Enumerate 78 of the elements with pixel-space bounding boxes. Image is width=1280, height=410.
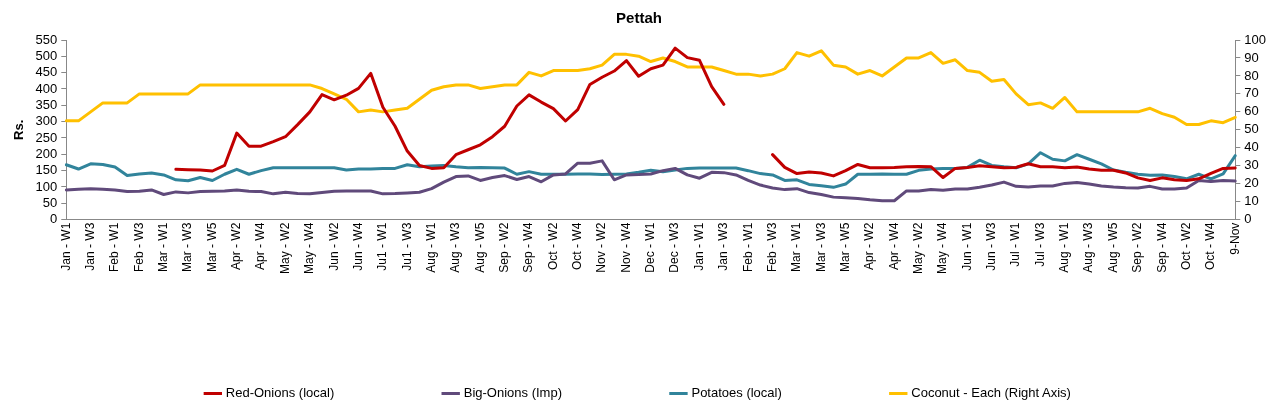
x-tick-label: Jun - W1 — [959, 222, 974, 271]
y2-tick-label: 60 — [1244, 103, 1259, 119]
y-tick-label: 350 — [35, 96, 58, 112]
x-tick-label: Mar - W3 — [813, 222, 828, 273]
x-tick-label: Oct - W4 — [1203, 222, 1218, 271]
x-tick-label: Jun - W4 — [350, 222, 365, 271]
x-tick-label: Jan - W1 — [691, 222, 706, 271]
x-tick-label: Ju1 - W3 — [399, 222, 414, 271]
y-tick-label: 450 — [35, 64, 58, 80]
x-tick-label: Aug - W1 — [1057, 222, 1072, 273]
x-tick-label: Apr - W2 — [862, 222, 877, 271]
x-tick-label: 9-Nov — [1227, 222, 1242, 255]
x-tick-label: Nov - W4 — [618, 222, 633, 273]
y-tick-label: 150 — [35, 162, 58, 178]
x-tick-label: Aug - W5 — [472, 222, 487, 273]
x-tick-label: Feb - W1 — [107, 222, 122, 273]
x-tick-label: May - W2 — [277, 222, 292, 275]
x-tick-label: Mar - W5 — [837, 222, 852, 273]
x-tick-label: Mar - W5 — [204, 222, 219, 273]
x-tick-label: Oct - W2 — [1178, 222, 1193, 271]
x-tick-label: May - W4 — [935, 222, 950, 275]
x-tick-label: Mar - W1 — [156, 222, 171, 273]
x-tick-label: May - W4 — [302, 222, 317, 275]
y2-tick-label: 50 — [1244, 121, 1259, 137]
x-tick-label: Jan - W1 — [58, 222, 73, 271]
x-tick-label: Jan - W3 — [716, 222, 731, 271]
y2-tick-label: 30 — [1244, 157, 1259, 173]
y-tick-label: 0 — [50, 211, 58, 227]
y2-tick-label: 80 — [1244, 67, 1259, 83]
y-tick-label: 100 — [35, 178, 58, 194]
y-axis-title: Rs. — [11, 119, 27, 140]
x-tick-label: Sep - W4 — [521, 222, 536, 273]
y-tick-label: 300 — [35, 113, 58, 129]
x-tick-label: Jul - W3 — [1032, 222, 1047, 267]
x-tick-label: Sep - W4 — [1154, 222, 1169, 273]
y-tick-label: 200 — [35, 145, 58, 161]
x-tick-label: Apr - W2 — [229, 222, 244, 271]
y-tick-label: 550 — [35, 31, 58, 47]
x-tick-label: Dec - W1 — [643, 222, 658, 273]
x-tick-label: Jul - W1 — [1008, 222, 1023, 267]
y-tick-label: 400 — [35, 80, 58, 96]
legend-label: Coconut - Each (Right Axis) — [911, 385, 1071, 401]
x-tick-label: Mar - W3 — [180, 222, 195, 273]
y2-tick-label: 10 — [1244, 193, 1259, 209]
x-tick-label: Sep - W2 — [496, 222, 511, 273]
x-tick-label: Mar - W1 — [789, 222, 804, 273]
y-tick-label: 500 — [35, 47, 58, 63]
x-tick-label: Aug - W3 — [1081, 222, 1096, 273]
x-tick-label: Dec - W3 — [667, 222, 682, 273]
chart-title: Pettah — [616, 9, 662, 27]
x-tick-label: Feb - W1 — [740, 222, 755, 273]
x-tick-label: Aug - W1 — [423, 222, 438, 273]
x-tick-label: Jan - W3 — [82, 222, 97, 271]
x-tick-label: Feb - W3 — [764, 222, 779, 273]
x-tick-label: Jun - W2 — [326, 222, 341, 271]
x-tick-label: Aug - W5 — [1105, 222, 1120, 273]
x-tick-label: May - W2 — [911, 222, 926, 275]
x-tick-label: Apr - W4 — [886, 222, 901, 271]
x-tick-label: Apr - W4 — [253, 222, 268, 271]
y2-tick-label: 100 — [1244, 31, 1267, 47]
y2-tick-label: 70 — [1244, 85, 1259, 101]
y-tick-label: 250 — [35, 129, 58, 145]
y2-tick-label: 0 — [1244, 211, 1252, 227]
x-tick-label: Aug - W3 — [448, 222, 463, 273]
x-tick-label: Oct - W2 — [545, 222, 560, 271]
x-tick-label: Ju1 - W1 — [375, 222, 390, 271]
y2-tick-label: 90 — [1244, 49, 1259, 65]
x-tick-label: Oct - W4 — [570, 222, 585, 271]
x-tick-label: Feb - W3 — [131, 222, 146, 273]
y-tick-label: 50 — [42, 194, 58, 210]
x-tick-label: Sep - W2 — [1130, 222, 1145, 273]
y2-tick-label: 20 — [1244, 175, 1259, 191]
legend-label: Big-Onions (Imp) — [463, 385, 562, 401]
y2-tick-label: 40 — [1244, 139, 1259, 155]
x-tick-label: Nov - W2 — [594, 222, 609, 273]
x-tick-label: Jun - W3 — [984, 222, 999, 271]
legend-label: Potatoes (local) — [691, 385, 782, 401]
legend-label: Red-Onions (local) — [225, 385, 335, 401]
